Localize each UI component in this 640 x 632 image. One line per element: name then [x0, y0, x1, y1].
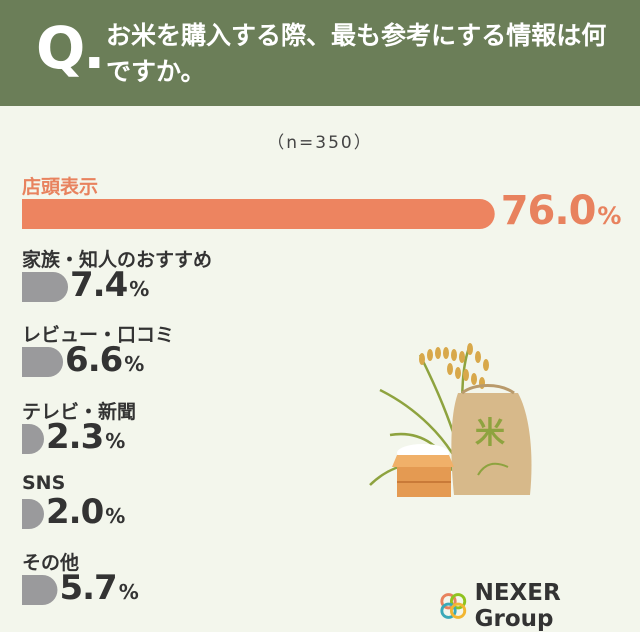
value-label: 2.0% [46, 492, 125, 532]
value-number: 76.0 [500, 188, 597, 234]
sample-size-note: （n=350） [267, 133, 373, 153]
category-label: 店頭表示 [22, 176, 99, 198]
value-label: 2.3% [46, 417, 125, 457]
value-unit: % [129, 277, 149, 301]
value-number: 5.7 [59, 568, 117, 608]
value-unit: % [118, 580, 139, 604]
value-number: 2.0 [46, 492, 104, 532]
question-mark-label: Q. [36, 14, 105, 82]
rice-sack-icon: 米 [451, 384, 532, 495]
category-label: その他 [22, 552, 80, 574]
value-number: 6.6 [65, 340, 123, 380]
bar [22, 347, 64, 377]
nexer-logo: NEXER Group [438, 580, 640, 632]
bar [22, 424, 44, 454]
value-number: 2.3 [46, 417, 104, 457]
value-number: 7.4 [70, 265, 128, 305]
header-bar: Q. お米を購入する際、最も参考にする情報は何ですか。 [0, 0, 640, 106]
value-unit: % [105, 429, 125, 453]
value-label: 6.6% [65, 340, 144, 380]
value-unit: % [124, 352, 144, 376]
value-label: 5.7% [59, 568, 139, 608]
category-label: テレビ・新聞 [22, 401, 137, 423]
bar [22, 575, 58, 605]
rice-box-icon [392, 444, 454, 497]
bar [22, 199, 495, 229]
category-label: レビュー・口コミ [22, 324, 175, 346]
category-label: SNS [22, 472, 66, 494]
bar [22, 499, 44, 529]
nexer-logo-icon [440, 593, 467, 619]
nexer-logo-text: NEXER Group [474, 580, 561, 632]
value-label: 76.0% [500, 188, 622, 234]
value-label: 7.4% [70, 265, 149, 305]
value-unit: % [597, 202, 621, 230]
value-unit: % [105, 504, 125, 528]
sack-label: 米 [475, 416, 505, 451]
bar [22, 272, 69, 302]
question-title: お米を購入する際、最も参考にする情報は何ですか。 [106, 21, 607, 86]
rice-illustration: 米 [369, 343, 532, 497]
rice-grain-icon [419, 343, 489, 389]
category-label: 家族・知人のおすすめ [22, 249, 213, 271]
